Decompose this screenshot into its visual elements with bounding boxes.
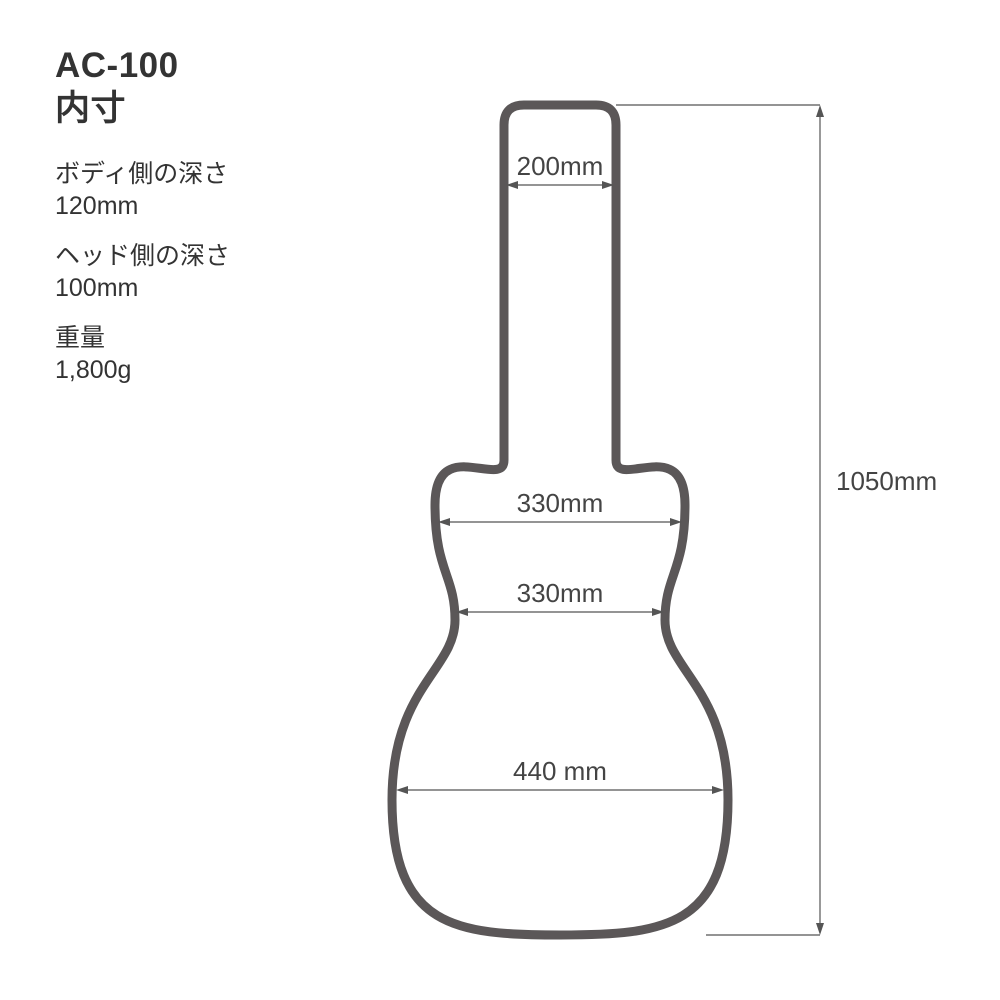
spec-value: 100mm xyxy=(55,272,230,304)
spec-head-depth: ヘッド側の深さ 100mm xyxy=(55,240,230,304)
guitar-outline xyxy=(392,105,728,935)
dim-total-height-arrowhead-top xyxy=(816,105,824,117)
dim-neck-width-label: 200mm xyxy=(517,151,604,181)
dim-total-height-label: 1050mm xyxy=(836,466,937,496)
title-block: AC-100 内寸 xyxy=(55,44,179,131)
diagram: 200mm 330mm 330mm 440 mm 1050mm xyxy=(310,90,950,960)
spec-label: 重量 xyxy=(55,322,230,354)
spec-block: ボディ側の深さ 120mm ヘッド側の深さ 100mm 重量 1,800g xyxy=(55,158,230,404)
spec-label: ヘッド側の深さ xyxy=(55,240,230,272)
dim-lower-bout-arrowhead-left xyxy=(396,786,408,794)
spec-value: 120mm xyxy=(55,190,230,222)
spec-label: ボディ側の深さ xyxy=(55,158,230,190)
spec-weight: 重量 1,800g xyxy=(55,322,230,386)
spec-value: 1,800g xyxy=(55,354,230,386)
page: AC-100 内寸 ボディ側の深さ 120mm ヘッド側の深さ 100mm 重量… xyxy=(0,0,1000,1000)
dim-lower-bout-arrowhead-right xyxy=(712,786,724,794)
spec-body-depth: ボディ側の深さ 120mm xyxy=(55,158,230,222)
model-title: AC-100 xyxy=(55,44,179,87)
diagram-svg: 200mm 330mm 330mm 440 mm 1050mm xyxy=(310,90,950,960)
dim-total-height-arrowhead-bottom xyxy=(816,923,824,935)
dim-waist-label: 330mm xyxy=(517,578,604,608)
subtitle: 内寸 xyxy=(55,87,179,130)
dim-lower-bout-label: 440 mm xyxy=(513,756,607,786)
dim-upper-bout-label: 330mm xyxy=(517,488,604,518)
